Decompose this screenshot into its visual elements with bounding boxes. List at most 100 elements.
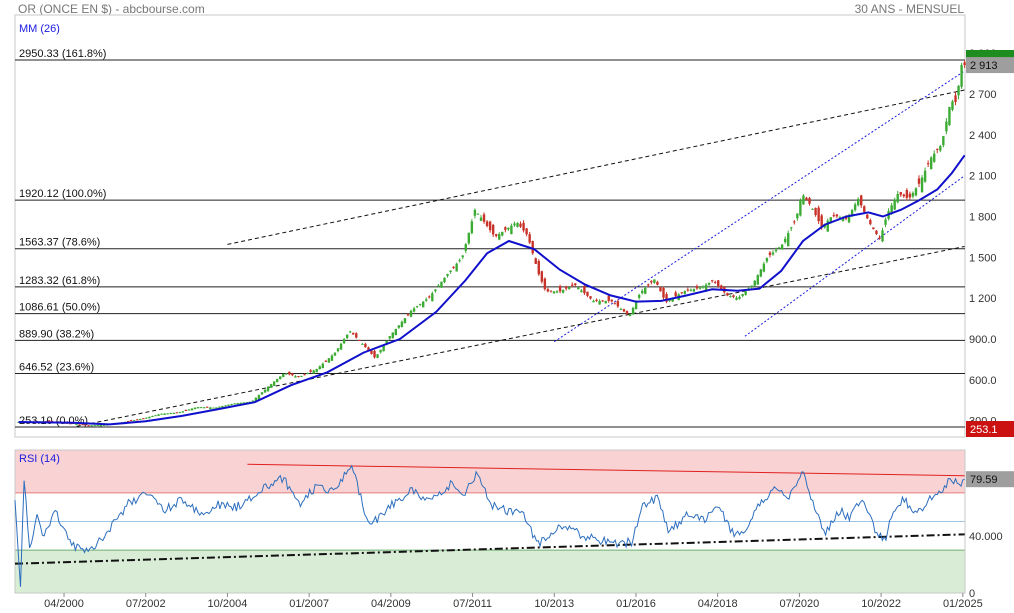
- candle: [863, 206, 866, 212]
- candle: [87, 425, 90, 427]
- candle: [802, 195, 805, 205]
- candle: [415, 306, 419, 308]
- candle: [923, 170, 927, 182]
- x-tick-label: 07/2011: [453, 598, 492, 610]
- candle: [129, 420, 133, 422]
- candle: [379, 349, 382, 353]
- candle: [787, 233, 790, 247]
- candle: [501, 231, 504, 236]
- candle: [385, 340, 388, 345]
- candle: [698, 287, 702, 289]
- candle: [485, 221, 489, 226]
- candle: [327, 358, 331, 363]
- rsi-y-tick: 40.000: [969, 531, 1003, 543]
- last-price-tag: [966, 57, 1014, 74]
- candle: [714, 282, 717, 284]
- candle: [154, 415, 157, 417]
- last-price-label: 2 913: [970, 60, 998, 72]
- low-price-label: 253.1: [970, 424, 998, 436]
- candle: [568, 287, 571, 289]
- candle: [939, 146, 942, 151]
- candle: [126, 420, 130, 422]
- candle: [425, 299, 428, 301]
- candle: [93, 425, 96, 427]
- candle: [275, 379, 279, 383]
- price-y-tick: 600.0: [969, 375, 997, 387]
- candle: [148, 416, 151, 419]
- candle: [467, 232, 471, 244]
- candle: [78, 423, 81, 425]
- candle: [90, 425, 93, 427]
- candle: [534, 258, 537, 264]
- x-tick-label: 04/2000: [44, 598, 84, 610]
- candle: [610, 299, 613, 302]
- candle: [659, 287, 662, 292]
- candle: [151, 416, 154, 418]
- candle: [342, 339, 346, 344]
- candle: [254, 397, 258, 402]
- candle: [531, 241, 534, 254]
- candle: [741, 294, 744, 297]
- candle: [166, 413, 169, 415]
- candle: [592, 300, 595, 303]
- candle: [257, 395, 261, 400]
- candle: [936, 148, 939, 150]
- candle: [689, 289, 693, 291]
- moving-average-line: [18, 154, 966, 426]
- candle: [799, 199, 802, 216]
- x-tick-label: 01/2025: [943, 598, 983, 610]
- candle: [202, 407, 206, 409]
- candle: [829, 217, 832, 223]
- x-tick-label: 04/2009: [371, 598, 411, 610]
- candle: [780, 244, 784, 250]
- candle: [558, 286, 562, 292]
- candle: [227, 404, 230, 406]
- candle: [926, 163, 930, 165]
- candle: [47, 420, 51, 422]
- candle: [945, 121, 948, 132]
- candle: [650, 280, 653, 283]
- fib-level-label: 2950.33 (161.8%): [19, 48, 106, 60]
- candle: [388, 336, 391, 339]
- candle: [604, 300, 607, 304]
- candle: [352, 332, 355, 335]
- ma-indicator-label: MM (26): [19, 23, 60, 35]
- x-tick-label: 07/2002: [126, 598, 166, 610]
- candle: [361, 343, 364, 345]
- candle: [662, 287, 665, 298]
- candle: [811, 208, 814, 210]
- candle: [394, 328, 398, 336]
- candle: [440, 281, 443, 288]
- candle: [330, 355, 334, 361]
- candle: [598, 300, 601, 305]
- candle: [206, 406, 209, 408]
- candle: [324, 360, 328, 362]
- candle: [333, 352, 337, 356]
- candle: [543, 278, 547, 290]
- candle: [260, 392, 264, 395]
- candle: [428, 296, 431, 298]
- candle: [266, 386, 270, 392]
- candle: [507, 227, 510, 230]
- fib-level-label: 1086.61 (50.0%): [19, 302, 100, 314]
- candle: [209, 407, 212, 410]
- candle: [409, 310, 413, 317]
- rsi-panel-frame: [14, 449, 966, 594]
- candle: [470, 221, 474, 234]
- candle: [683, 291, 686, 294]
- candle: [279, 376, 282, 380]
- candle: [230, 404, 233, 406]
- candle: [601, 300, 604, 302]
- candle: [190, 408, 194, 411]
- candle: [221, 406, 224, 408]
- candle: [96, 425, 99, 427]
- candle: [519, 223, 522, 227]
- candle: [142, 418, 145, 420]
- candle: [157, 414, 160, 416]
- candle: [358, 339, 361, 341]
- candle: [808, 198, 811, 204]
- price-trendline: [744, 175, 965, 337]
- candle: [175, 412, 179, 414]
- candle: [494, 234, 498, 237]
- candle: [291, 373, 294, 376]
